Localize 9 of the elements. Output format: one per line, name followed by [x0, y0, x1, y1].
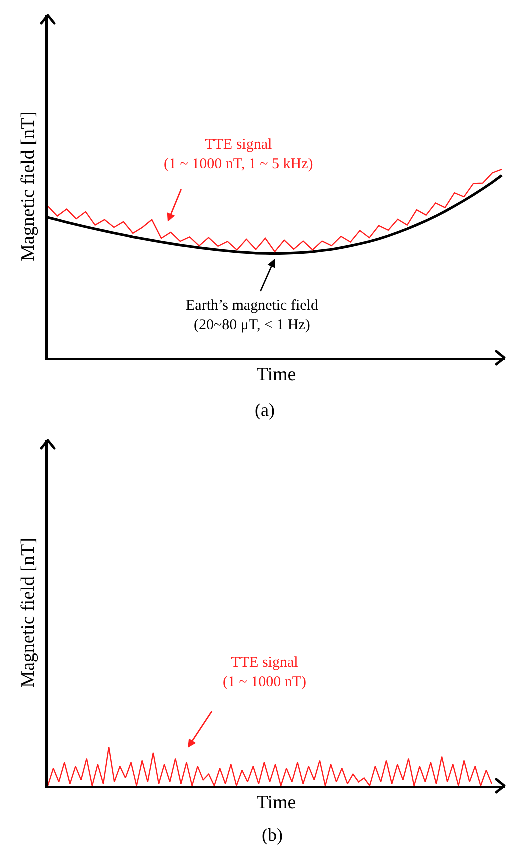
annotation: Earth’s magnetic field (20~80 μT, < 1 Hz)	[186, 298, 319, 334]
text: (b)	[262, 825, 283, 845]
x-axis-title: Time	[256, 364, 296, 386]
y-axis-title: Magnetic field [nT]	[18, 112, 40, 262]
annotation: TTE signal (1 ~ 1000 nT, 1 ~ 5 kHz)	[164, 137, 314, 172]
y-axis-title: Magnetic field [nT]	[18, 538, 40, 688]
text: TTE signal (1 ~ 1000 nT)	[223, 655, 307, 690]
text: (a)	[255, 400, 275, 420]
x-axis-title: Time	[256, 792, 296, 814]
